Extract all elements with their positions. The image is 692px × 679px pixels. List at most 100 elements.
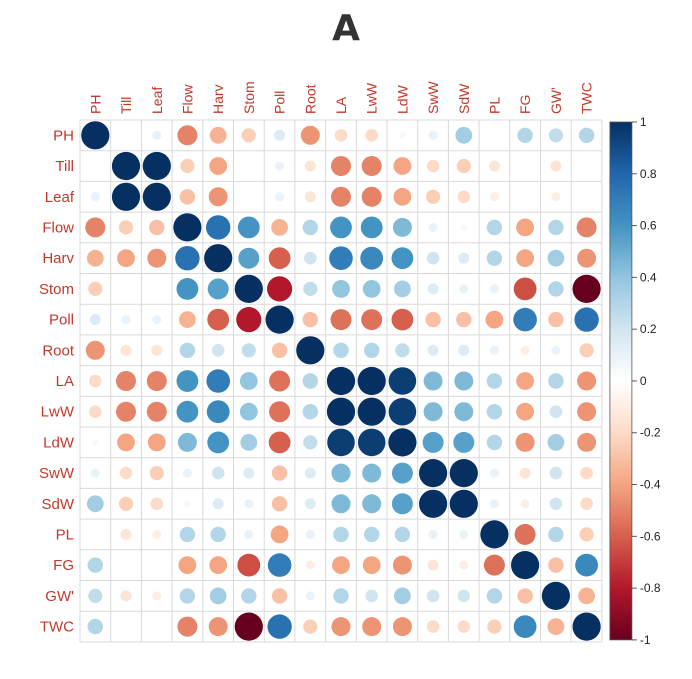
corr-circle-7-2 bbox=[151, 344, 163, 356]
column-label: SdW bbox=[456, 83, 472, 114]
corr-circle-7-15 bbox=[551, 345, 561, 355]
grid-layer bbox=[79, 119, 603, 643]
corr-circle-16-9 bbox=[362, 617, 382, 637]
corr-circle-3-7 bbox=[302, 219, 318, 236]
corr-circle-16-14 bbox=[513, 615, 537, 638]
corr-circle-3-15 bbox=[548, 219, 564, 236]
row-label: SwW bbox=[39, 465, 75, 482]
corr-circle-7-1 bbox=[120, 344, 132, 356]
corr-circle-6-12 bbox=[456, 311, 472, 328]
corr-circle-9-12 bbox=[454, 402, 474, 422]
column-label: PL bbox=[486, 97, 502, 114]
corr-circle-11-9 bbox=[362, 463, 382, 483]
corr-circle-13-12 bbox=[459, 529, 469, 539]
corr-circle-7-12 bbox=[458, 344, 470, 356]
corr-circle-13-9 bbox=[364, 526, 380, 543]
corr-circle-4-0 bbox=[86, 249, 104, 267]
legend-tick-label: -0.8 bbox=[640, 581, 661, 595]
corr-circle-14-11 bbox=[427, 559, 439, 571]
corr-circle-3-2 bbox=[149, 219, 165, 236]
circle-layer bbox=[81, 121, 601, 641]
legend-tick-label: -0.2 bbox=[640, 426, 661, 440]
corr-circle-5-14 bbox=[513, 277, 537, 301]
corr-circle-2-13 bbox=[489, 192, 499, 202]
corr-circle-5-11 bbox=[427, 283, 439, 295]
corr-circle-0-16 bbox=[578, 127, 595, 143]
corr-circle-4-14 bbox=[516, 249, 534, 268]
corr-circle-7-8 bbox=[333, 342, 349, 358]
corr-circle-9-6 bbox=[269, 401, 291, 423]
corr-circle-7-16 bbox=[579, 343, 594, 358]
column-label: Root bbox=[302, 84, 318, 114]
column-label: TWC bbox=[579, 82, 595, 114]
corr-circle-7-6 bbox=[271, 342, 288, 358]
corr-circle-0-4 bbox=[209, 126, 227, 144]
corr-circle-12-6 bbox=[271, 496, 288, 512]
corr-circle-10-4 bbox=[207, 431, 230, 454]
corr-circle-9-7 bbox=[302, 404, 318, 420]
corr-circle-16-4 bbox=[208, 617, 228, 637]
corr-circle-7-9 bbox=[364, 342, 380, 358]
corr-circle-10-11 bbox=[422, 431, 444, 453]
corr-circle-14-5 bbox=[237, 553, 261, 577]
corr-circle-2-12 bbox=[457, 190, 471, 204]
corr-circle-2-2 bbox=[142, 182, 171, 211]
corr-circle-11-16 bbox=[580, 466, 593, 480]
corr-circle-3-0 bbox=[85, 217, 106, 238]
corr-circle-3-12 bbox=[460, 224, 467, 231]
corr-circle-7-14 bbox=[520, 345, 530, 355]
corr-circle-1-11 bbox=[426, 159, 440, 173]
corr-circle-8-5 bbox=[239, 372, 258, 390]
corr-circle-15-3 bbox=[179, 588, 196, 604]
corr-circle-12-10 bbox=[391, 493, 413, 515]
corr-circle-11-15 bbox=[549, 466, 563, 480]
legend-tick-label: 0.8 bbox=[640, 167, 657, 181]
corr-circle-14-7 bbox=[305, 560, 315, 570]
corr-circle-11-4 bbox=[211, 466, 225, 480]
corr-circle-14-8 bbox=[332, 556, 350, 574]
corr-circle-14-13 bbox=[483, 554, 505, 576]
label-layer: PH Till Leaf Flow Harv Stom Poll Root LA LwW LdW Sw… bbox=[39, 81, 595, 636]
row-label: GW' bbox=[45, 588, 74, 605]
corr-circle-7-0 bbox=[85, 340, 105, 360]
corr-circle-10-15 bbox=[547, 434, 565, 451]
corr-circle-5-7 bbox=[303, 281, 318, 296]
corr-circle-3-11 bbox=[428, 222, 438, 232]
corr-circle-15-5 bbox=[241, 588, 257, 604]
corr-circle-16-8 bbox=[331, 617, 351, 637]
corr-circle-15-7 bbox=[305, 591, 315, 601]
row-label: PL bbox=[56, 526, 74, 543]
corr-circle-4-13 bbox=[486, 250, 503, 266]
corr-circle-7-3 bbox=[179, 342, 196, 358]
corr-circle-11-12 bbox=[449, 459, 478, 488]
corr-circle-6-4 bbox=[207, 308, 230, 331]
legend-tick-label: 0.4 bbox=[640, 270, 657, 284]
corr-circle-12-12 bbox=[449, 489, 478, 518]
corr-circle-3-5 bbox=[237, 216, 260, 239]
column-label: PH bbox=[87, 95, 103, 114]
row-label: LdW bbox=[43, 434, 75, 451]
corr-circle-4-3 bbox=[175, 246, 200, 271]
corr-circle-2-7 bbox=[304, 191, 316, 203]
corr-circle-11-11 bbox=[419, 459, 448, 488]
corr-circle-10-10 bbox=[388, 428, 417, 457]
corr-circle-4-5 bbox=[238, 247, 260, 269]
corr-circle-14-9 bbox=[362, 556, 381, 574]
corr-circle-9-16 bbox=[577, 402, 597, 422]
corr-circle-2-6 bbox=[275, 192, 285, 202]
corr-circle-10-9 bbox=[357, 428, 386, 457]
corr-circle-11-0 bbox=[90, 468, 100, 478]
corr-circle-8-16 bbox=[577, 371, 597, 391]
corr-circle-13-16 bbox=[579, 527, 594, 542]
column-label: Harv bbox=[210, 84, 226, 114]
corr-circle-6-13 bbox=[485, 310, 504, 329]
corr-circle-2-0 bbox=[90, 192, 100, 202]
corr-circle-4-11 bbox=[426, 251, 440, 265]
corr-circle-8-9 bbox=[357, 366, 386, 396]
column-label: FG bbox=[517, 95, 533, 114]
corr-circle-6-5 bbox=[236, 307, 262, 333]
corr-circle-10-8 bbox=[327, 428, 355, 457]
corr-circle-5-10 bbox=[394, 280, 411, 298]
legend-tick-label: 0 bbox=[640, 374, 647, 388]
corr-circle-10-13 bbox=[486, 434, 503, 451]
